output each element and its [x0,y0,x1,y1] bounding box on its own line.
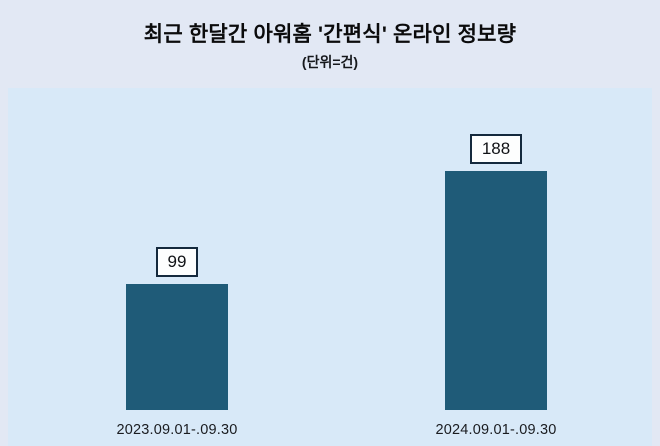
value-label-2023: 99 [155,247,199,277]
plot-area: 99 188 2023.09.01-.09.30 2024.09.01-.09.… [8,88,652,446]
x-axis-label-2023: 2023.09.01-.09.30 [116,422,238,438]
x-axis-label-2024: 2024.09.01-.09.30 [435,422,557,438]
bar-2023 [126,284,228,410]
bar-group-2023: 99 [126,247,228,410]
chart-title: 최근 한달간 아워홈 '간편식' 온라인 정보량 [143,23,517,46]
bar-2024 [445,171,547,410]
bar-group-2024: 188 [445,134,547,410]
value-label-2024: 188 [469,134,523,164]
chart-subtitle: (단위=건) [301,54,359,70]
